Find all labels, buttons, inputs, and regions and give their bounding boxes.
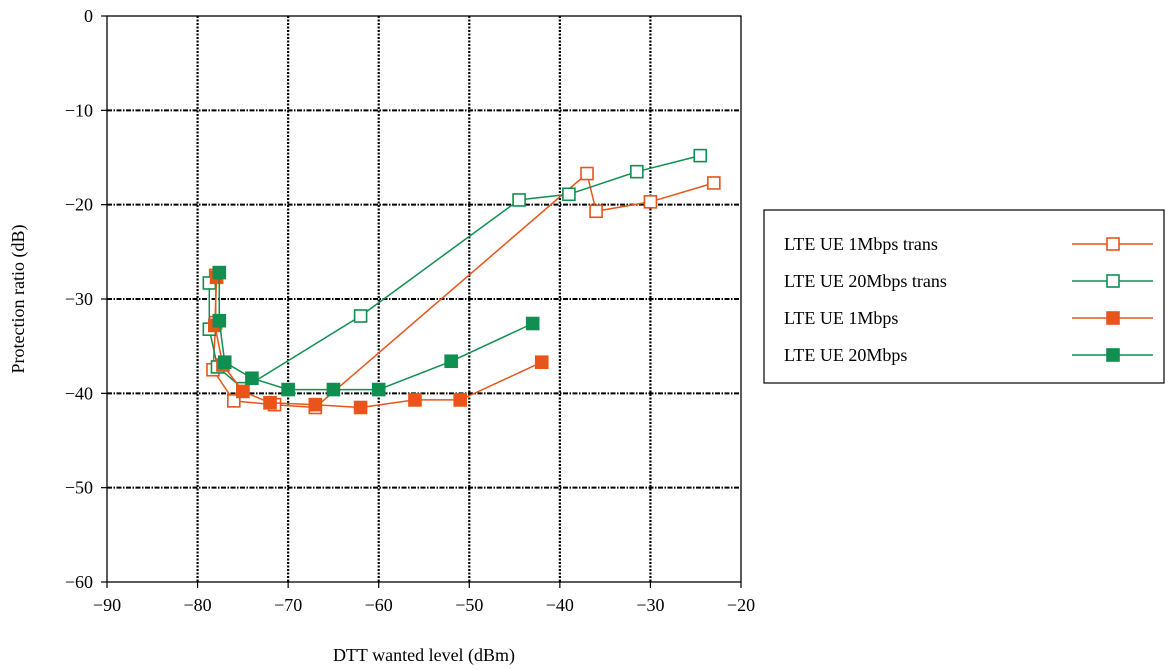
data-point <box>212 313 227 328</box>
x-tick-label: −20 <box>727 595 755 615</box>
x-tick-label: −40 <box>546 595 574 615</box>
data-point <box>693 148 708 163</box>
legend-box <box>763 209 1165 384</box>
y-axis-title: Protection ratio (dB) <box>8 225 29 374</box>
y-tick-label: −40 <box>65 383 93 403</box>
x-axis-title: DTT wanted level (dBm) <box>333 645 515 666</box>
y-tick-label: −10 <box>65 100 93 120</box>
data-point <box>453 393 468 407</box>
legend-item: LTE UE 20Mbps <box>784 345 1153 365</box>
data-point <box>212 265 227 280</box>
y-tick-label: −60 <box>65 572 93 592</box>
data-point <box>534 355 549 370</box>
data-point <box>408 393 422 407</box>
x-tick-label: −90 <box>93 595 121 615</box>
legend-label: LTE UE 1Mbps trans <box>784 234 938 254</box>
data-point <box>707 176 721 190</box>
data-point <box>371 382 386 397</box>
series-line <box>208 154 701 390</box>
data-point <box>512 193 526 207</box>
data-point <box>281 382 295 397</box>
series-line <box>212 172 715 409</box>
data-point <box>326 382 341 397</box>
data-point <box>217 355 232 370</box>
axis-ticks: −90 −80 −70 −60 −50 −40 −30 −20 0 −10 −20 −30 −40 −50… <box>65 6 755 615</box>
legend-label: LTE UE 20Mbps trans <box>784 271 947 291</box>
x-tick-label: −50 <box>455 595 483 615</box>
series-group <box>202 148 721 415</box>
data-point <box>580 166 594 181</box>
series-4 <box>212 265 540 397</box>
data-point <box>308 397 323 412</box>
y-tick-label: −20 <box>65 195 93 215</box>
data-point <box>525 316 540 331</box>
data-point <box>263 395 277 410</box>
legend-marker <box>1106 237 1120 251</box>
legend-marker <box>1106 348 1120 362</box>
x-tick-label: −70 <box>274 595 302 615</box>
y-tick-label: −50 <box>65 478 93 498</box>
data-point <box>444 354 458 369</box>
data-point <box>353 309 368 323</box>
legend-marker <box>1106 311 1120 325</box>
legend-item: LTE UE 1Mbps trans <box>784 234 1153 254</box>
y-tick-label: 0 <box>84 6 93 26</box>
data-point <box>643 195 658 209</box>
data-point <box>562 187 576 202</box>
grid <box>107 16 741 582</box>
series-line <box>214 277 543 409</box>
y-tick-label: −30 <box>65 289 93 309</box>
legend-label: LTE UE 20Mbps <box>784 345 907 365</box>
legend-label: LTE UE 1Mbps <box>784 308 898 328</box>
x-tick-label: −80 <box>183 595 211 615</box>
x-tick-label: −60 <box>365 595 393 615</box>
x-tick-label: −30 <box>636 595 664 615</box>
data-point <box>236 384 250 399</box>
series-line <box>218 272 534 391</box>
data-point <box>353 400 368 415</box>
data-point <box>245 371 259 386</box>
legend-item: LTE UE 20Mbps trans <box>784 271 1153 291</box>
legend-marker <box>1106 274 1120 288</box>
data-point <box>630 164 644 179</box>
data-point <box>589 204 603 219</box>
legend-item: LTE UE 1Mbps <box>784 308 1153 328</box>
legend: LTE UE 1Mbps trans LTE UE 20Mbps trans LTE… <box>763 209 1165 384</box>
